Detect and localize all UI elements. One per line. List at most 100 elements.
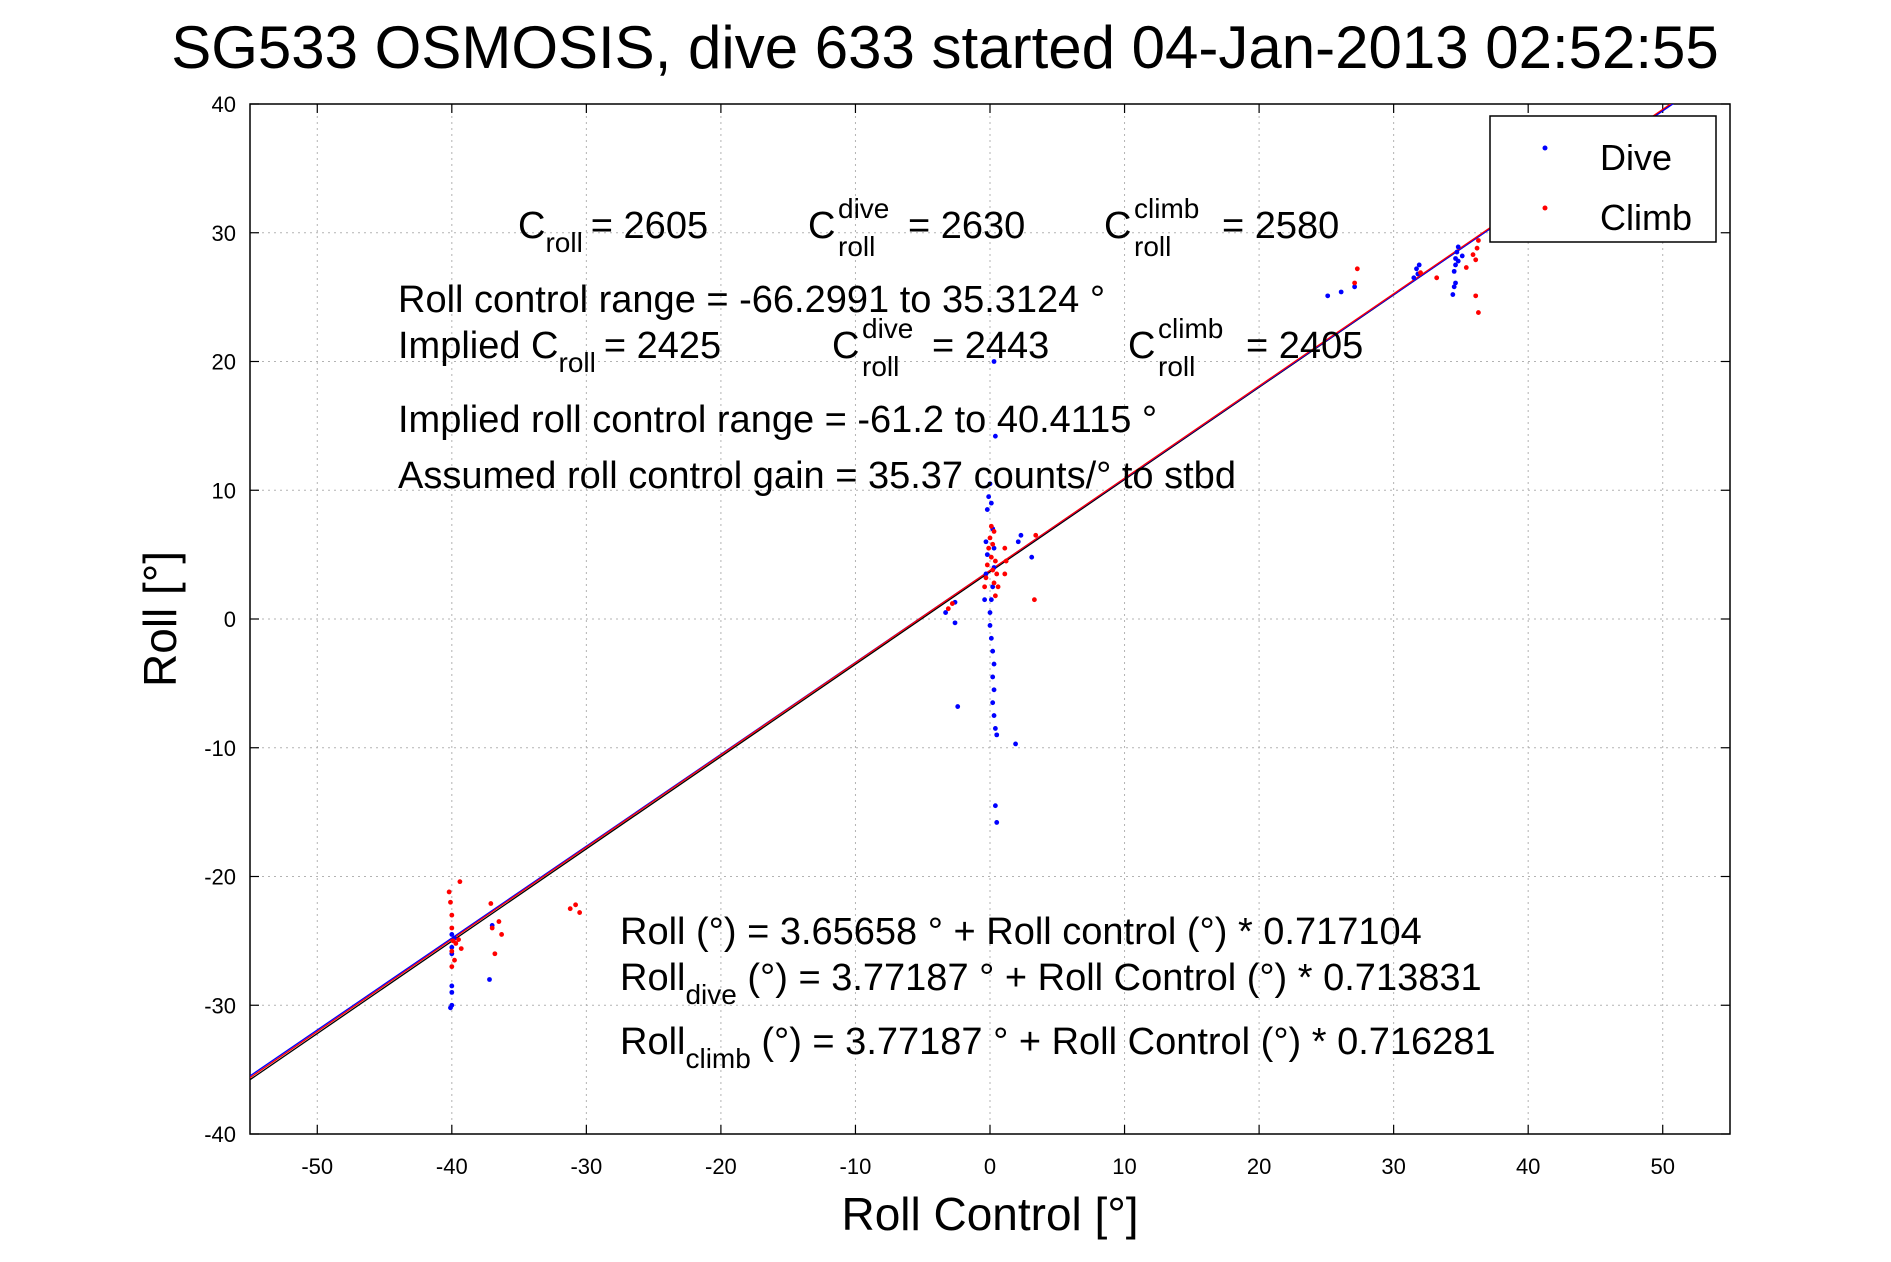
legend-climb-marker (1542, 205, 1548, 211)
x-tick-label: 0 (984, 1154, 996, 1179)
data-point (1434, 275, 1440, 281)
annotation-c-roll: Croll = 2605 (518, 205, 708, 258)
svg-text:roll: roll (1134, 231, 1171, 262)
data-point (986, 494, 992, 500)
legend-dive-label: Dive (1600, 137, 1672, 178)
series-climb (446, 238, 1481, 970)
data-point (986, 545, 992, 551)
data-point (458, 946, 464, 951)
data-point (992, 593, 998, 599)
data-point (1463, 265, 1469, 270)
x-tick-label: -10 (840, 1154, 872, 1179)
data-point (994, 732, 1000, 738)
data-point (992, 726, 998, 731)
data-point (991, 661, 997, 667)
data-point (1473, 257, 1479, 263)
data-point (448, 1005, 453, 1011)
data-point (449, 948, 455, 954)
y-tick-label: 30 (212, 221, 236, 246)
data-point (983, 571, 989, 577)
data-point (448, 899, 453, 905)
data-point (1013, 741, 1018, 747)
data-point (949, 601, 955, 606)
data-point (1455, 258, 1461, 264)
annotation-implied-c-dive: C dive roll = 2443 (832, 313, 1049, 382)
data-point (496, 919, 502, 924)
svg-text:roll: roll (862, 351, 899, 382)
data-point (1325, 293, 1331, 299)
data-point (488, 901, 494, 906)
data-point (1476, 238, 1481, 243)
data-point (567, 906, 573, 912)
fit-line (250, 104, 1672, 1079)
data-point (1454, 249, 1460, 255)
data-point (983, 575, 989, 581)
data-point (991, 713, 997, 718)
equation-all: Roll (°) = 3.65658 ° + Roll control (°) … (620, 911, 1422, 953)
data-point (452, 957, 457, 963)
annotation-range: Roll control range = -66.2991 to 35.3124… (398, 279, 1105, 321)
y-tick-label: -30 (204, 993, 236, 1018)
data-point (1411, 275, 1417, 281)
x-tick-label: -20 (705, 1154, 737, 1179)
svg-text:C: C (832, 325, 859, 367)
data-point (492, 951, 498, 957)
data-point (1018, 532, 1024, 538)
annotation-implied-c-climb: C climb roll = 2405 (1128, 313, 1363, 382)
data-point (1338, 289, 1344, 295)
data-point (449, 989, 455, 995)
data-point (1474, 245, 1480, 251)
data-point (1476, 310, 1481, 315)
svg-text:= 2630: = 2630 (908, 205, 1025, 247)
x-tick-label: 20 (1247, 1154, 1271, 1179)
data-point (984, 552, 990, 558)
axis-ticks: -50 -40 -30 -20 -10 0 10 20 30 40 50 -40 -30 -20 -10 0 1… (204, 92, 1730, 1179)
legend-climb-label: Climb (1600, 197, 1692, 238)
svg-text:Croll= 2605: Croll = 2605 (518, 205, 708, 258)
data-point (1453, 262, 1458, 268)
data-point (987, 535, 993, 541)
data-point (457, 879, 463, 885)
data-point (990, 674, 996, 680)
annotation-implied-c-roll: Implied Croll = 2425 (398, 325, 721, 378)
data-point (1352, 280, 1358, 286)
svg-text:roll: roll (838, 231, 875, 262)
chart-title: SG533 OSMOSIS, dive 633 started 04-Jan-2… (171, 14, 1719, 81)
y-tick-label: -10 (204, 736, 236, 761)
data-point (449, 932, 455, 937)
data-point (1450, 292, 1456, 297)
data-point (992, 803, 998, 809)
data-point (456, 937, 461, 942)
svg-text:dive: dive (862, 313, 913, 344)
data-point (1003, 558, 1009, 564)
svg-text:dive: dive (838, 193, 889, 224)
data-point (449, 925, 455, 931)
data-point (1352, 284, 1358, 290)
data-point (499, 932, 504, 937)
data-point (984, 507, 990, 512)
data-point (1455, 244, 1461, 250)
x-tick-label: 50 (1650, 1154, 1674, 1179)
data-point (1459, 253, 1465, 259)
equation-dive: Rolldive (°) = 3.77187 ° + Roll Control … (620, 957, 1482, 1010)
annotation-implied-range: Implied roll control range = -61.2 to 40… (398, 399, 1157, 441)
x-tick-label: -30 (570, 1154, 602, 1179)
data-point (449, 944, 455, 950)
data-point (449, 964, 455, 970)
data-point (982, 584, 988, 590)
data-point (1015, 539, 1021, 545)
y-tick-label: -40 (204, 1122, 236, 1147)
x-tick-label: 10 (1112, 1154, 1136, 1179)
data-point (1002, 571, 1008, 577)
svg-text:C: C (1104, 205, 1131, 247)
data-point (992, 558, 998, 564)
data-point (991, 687, 997, 693)
data-point (446, 889, 452, 895)
x-tick-label: 40 (1516, 1154, 1540, 1179)
data-point (990, 541, 996, 547)
data-point (1414, 266, 1419, 272)
data-point (994, 571, 1000, 577)
legend-dive-marker (1542, 145, 1548, 151)
svg-text:Implied Croll= 2425: Implied Croll = 2425 (398, 325, 721, 378)
fit-lines (250, 104, 1674, 1081)
